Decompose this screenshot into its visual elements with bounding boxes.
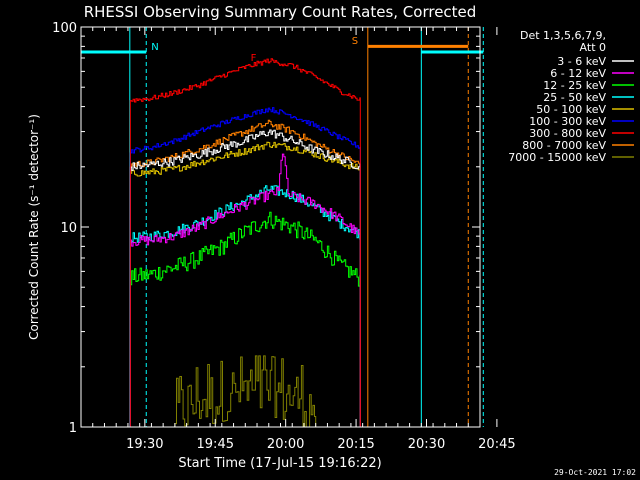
flare-label: F bbox=[251, 53, 257, 64]
x-tick-label-0: 19:30 bbox=[126, 437, 163, 452]
series-line-4 bbox=[129, 141, 361, 427]
series-line-8 bbox=[174, 355, 317, 428]
legend-label-7: 800 - 7000 keV bbox=[522, 139, 606, 152]
legend-header-1: Att 0 bbox=[580, 41, 606, 54]
x-axis-label: Start Time (17-Jul-15 19:16:22) bbox=[178, 456, 381, 471]
legend-label-4: 50 - 100 keV bbox=[536, 103, 606, 116]
x-tick-label-5: 20:45 bbox=[478, 437, 515, 452]
plot-marks: N S F bbox=[81, 27, 484, 428]
legend-label-2: 12 - 25 keV bbox=[543, 79, 606, 92]
legend-label-0: 3 - 6 keV bbox=[557, 55, 606, 68]
legend-label-6: 300 - 800 keV bbox=[529, 127, 606, 140]
state-bar-label-1: S bbox=[352, 36, 358, 47]
x-tick-label-4: 20:30 bbox=[408, 437, 445, 452]
state-bar-label-0: N bbox=[151, 42, 158, 53]
series-line-2 bbox=[129, 211, 361, 427]
chart-title: RHESSI Observing Summary Count Rates, Co… bbox=[84, 3, 477, 21]
y-tick-label-0: 1 bbox=[69, 421, 77, 436]
timestamp: 29-Oct-2021 17:02 bbox=[554, 468, 636, 477]
x-tick-label-3: 20:15 bbox=[337, 437, 374, 452]
y-tick-label-2: 100 bbox=[52, 21, 77, 36]
x-tick-label-1: 19:45 bbox=[197, 437, 234, 452]
series-line-5 bbox=[129, 107, 361, 427]
legend-label-1: 6 - 12 keV bbox=[550, 67, 606, 80]
legend-label-8: 7000 - 15000 keV bbox=[508, 151, 606, 164]
x-tick-label-2: 20:00 bbox=[267, 437, 304, 452]
legend-label-3: 25 - 50 keV bbox=[543, 91, 606, 104]
y-tick-label-1: 10 bbox=[60, 221, 77, 236]
series-line-0 bbox=[129, 129, 361, 427]
axis-ticks: 19:30 19:45 20:00 20:15 20:30 20:45 1 10 100 bbox=[52, 21, 515, 452]
series-line-1 bbox=[129, 153, 361, 427]
legend-header-0: Det 1,3,5,6,7,9, bbox=[520, 29, 606, 42]
legend-label-5: 100 - 300 keV bbox=[529, 115, 606, 128]
y-axis-label: Corrected Count Rate (s⁻¹ detector⁻¹) bbox=[27, 114, 41, 340]
series-line-6 bbox=[129, 58, 361, 427]
